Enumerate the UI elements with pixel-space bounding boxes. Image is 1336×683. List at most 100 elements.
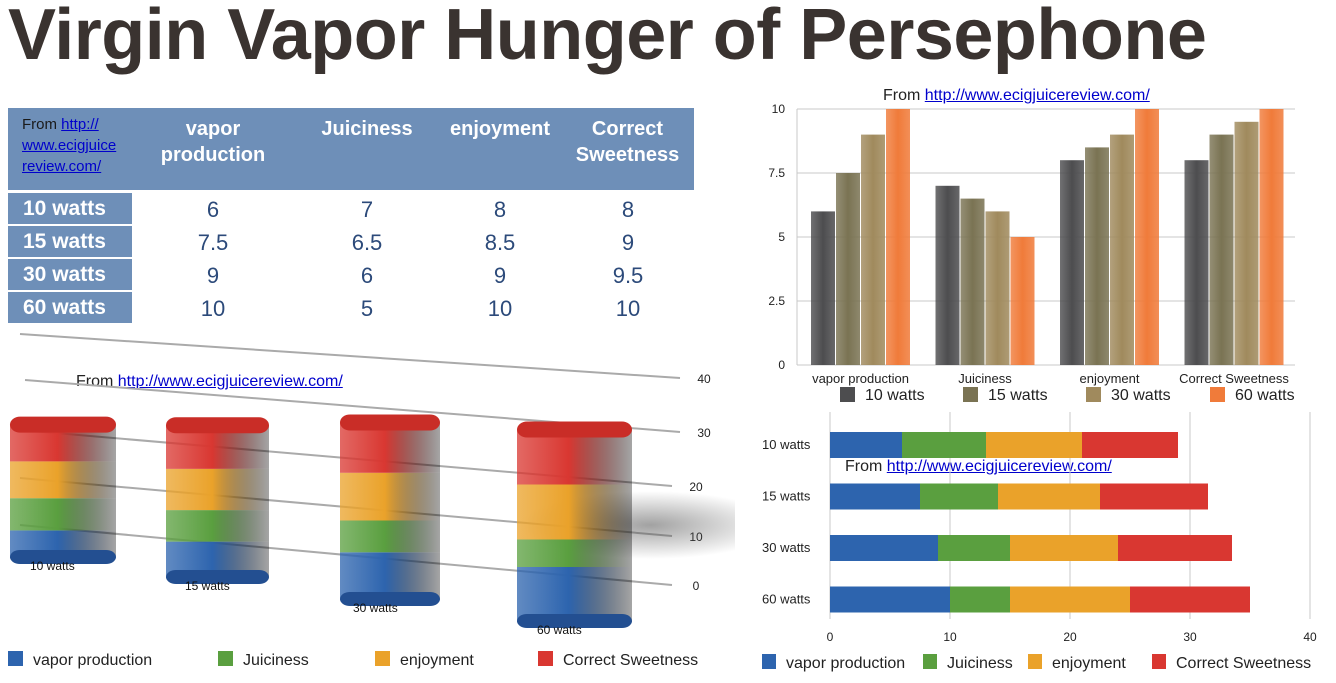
bar-segment (10, 461, 116, 499)
bar (1085, 147, 1109, 365)
bar (811, 211, 835, 365)
bar-segment (517, 567, 632, 622)
y-tick-label: 15 watts (762, 489, 811, 504)
legend-swatch (963, 387, 978, 402)
legend-label: Juiciness (947, 655, 1013, 672)
column-header-sweetness: Correct Sweetness (565, 116, 690, 168)
table-cell: 9 (493, 263, 507, 288)
bar-segment (986, 432, 1082, 458)
y-tick-label: 0 (778, 358, 785, 372)
bar (1110, 134, 1134, 365)
x-tick-label: vapor production (812, 371, 909, 386)
legend-swatch (1086, 387, 1101, 402)
table-cell: 10 (200, 296, 226, 321)
bar-segment (1010, 586, 1130, 613)
table-cell: 8.5 (484, 230, 516, 255)
table-cell: 7 (360, 197, 374, 222)
x-tick-label: 0 (827, 630, 834, 644)
legend-label: Correct Sweetness (1176, 655, 1311, 672)
y-tick-label: 30 watts (762, 540, 811, 555)
bar-segment (517, 484, 632, 540)
bar-top-cap (517, 421, 632, 438)
source-link[interactable]: http://www.ecigjuicereview.com/ (886, 458, 1112, 475)
bar-segment (340, 520, 440, 553)
bar-bottom-cap (340, 592, 440, 606)
row-label: 10 watts (8, 193, 132, 224)
legend-label: 15 watts (988, 387, 1048, 404)
legend-label: vapor production (33, 652, 152, 669)
x-tick-label: 10 (943, 630, 957, 644)
bar-bottom-cap (517, 614, 632, 628)
y-tick-label: 10 watts (762, 437, 811, 452)
column-header-juiciness: Juiciness (321, 118, 413, 140)
bar-segment (938, 535, 1010, 561)
table-source-link-3[interactable]: review.com/ (22, 158, 102, 175)
bar (1060, 160, 1084, 365)
legend-swatch (840, 387, 855, 402)
bar-segment (10, 498, 116, 531)
y-tick-label: 20 (689, 480, 703, 494)
legend-swatch (8, 651, 23, 666)
hbar-chart-source-note: From http://www.ecigjuicereview.com/ (845, 458, 1112, 476)
x-tick-label: 30 watts (353, 601, 398, 615)
bar-segment (1010, 535, 1118, 561)
column-header-sweetness-line1: Correct (591, 118, 664, 140)
column-header-vapor: vapor production (148, 116, 278, 168)
x-tick-label: 20 (1063, 630, 1077, 644)
column-header-vapor-line2: production (160, 144, 266, 166)
bar-segment (830, 432, 902, 458)
source-prefix: From (845, 458, 883, 475)
bar (1184, 160, 1209, 365)
x-tick-label: 10 watts (30, 559, 75, 573)
legend-swatch (1028, 654, 1042, 669)
column-header-sweetness-line2: Sweetness (575, 144, 680, 166)
bar-segment (517, 539, 632, 567)
bar-segment (1100, 483, 1208, 510)
table-header: From http:// www.ecigjuice review.com/ v… (8, 108, 694, 190)
y-tick-label: 30 (697, 426, 711, 440)
y-tick-label: 60 watts (762, 592, 811, 607)
bar (886, 109, 910, 365)
legend-label: Juiciness (243, 652, 309, 669)
bar-segment (830, 586, 950, 613)
table-source-link-1[interactable]: http:// (61, 116, 99, 133)
bar-segment (920, 483, 998, 510)
bar (1135, 109, 1159, 365)
bar (861, 134, 885, 365)
legend-label: enjoyment (1052, 655, 1126, 672)
bar-top-cap (10, 416, 116, 433)
bar-segment (1082, 432, 1178, 458)
y-gridline (19, 333, 681, 379)
bar-segment (1118, 535, 1232, 561)
table-source-link-2[interactable]: www.ecigjuice (22, 137, 117, 154)
table-cell: 9 (206, 263, 220, 288)
source-link[interactable]: http://www.ecigjuicereview.com/ (924, 87, 1150, 104)
source-link[interactable]: http://www.ecigjuicereview.com/ (117, 373, 343, 390)
bar-segment (166, 510, 269, 542)
x-tick-label: enjoyment (1080, 371, 1140, 386)
bar-segment (902, 432, 986, 458)
y-tick-label: 0 (693, 579, 700, 593)
bar-chart-source-note: From http://www.ecigjuicereview.com/ (883, 87, 1150, 105)
table-source-note: From http:// www.ecigjuice review.com/ (22, 114, 142, 177)
bar-segment (830, 483, 920, 510)
table-cell: 9.5 (612, 263, 644, 288)
x-tick-label: 15 watts (185, 579, 230, 593)
legend-swatch (1210, 387, 1225, 402)
legend-swatch (923, 654, 937, 669)
y-tick-label: 7.5 (768, 166, 785, 180)
table-cell: 6 (360, 263, 374, 288)
table-cell: 8 (621, 197, 635, 222)
table-source-prefix: From (22, 116, 57, 133)
bar-segment (950, 586, 1010, 613)
y-tick-label: 40 (697, 372, 711, 386)
bar (960, 198, 985, 365)
bar-segment (517, 429, 632, 485)
bar-bottom-cap (10, 550, 116, 564)
legend-label: 30 watts (1111, 387, 1171, 404)
legend-swatch (218, 651, 233, 666)
x-tick-label: Correct Sweetness (1179, 371, 1289, 386)
bar-segment (166, 468, 269, 511)
legend-label: Correct Sweetness (563, 652, 698, 669)
